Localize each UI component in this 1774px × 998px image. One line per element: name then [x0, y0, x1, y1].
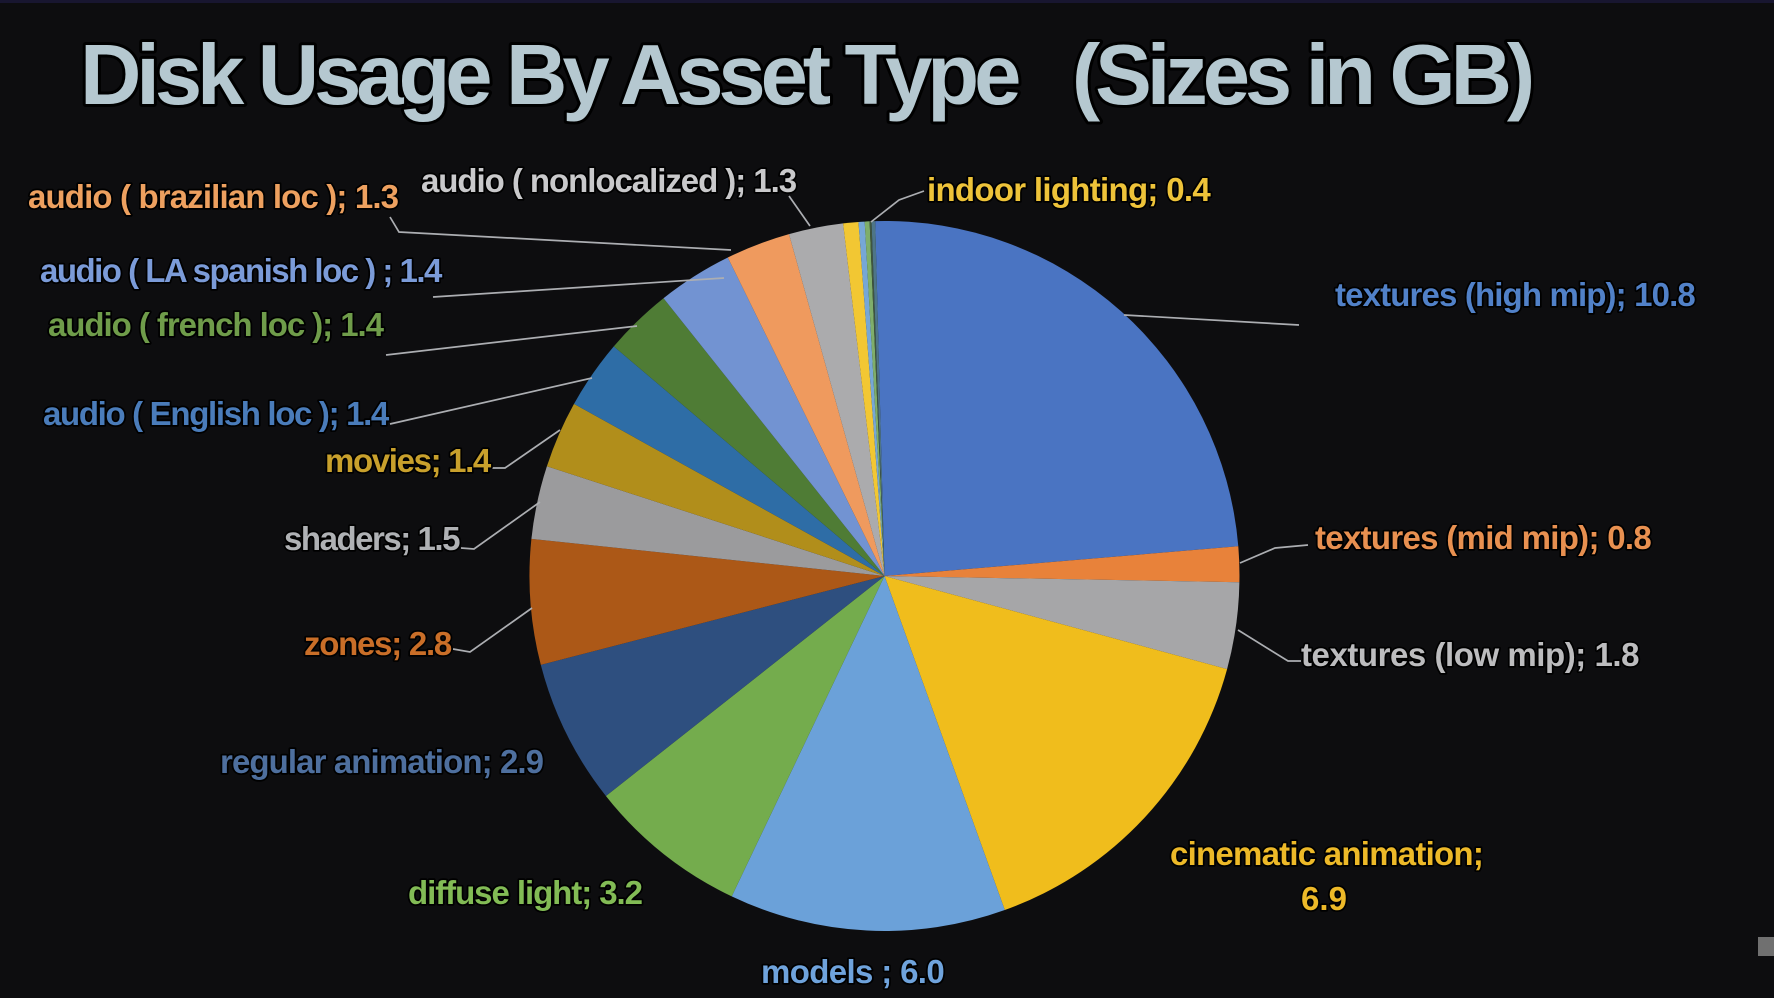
svg-text:audio ( french loc ); 1.4: audio ( french loc ); 1.4 [48, 306, 385, 343]
svg-text:6.9: 6.9 [1301, 880, 1347, 917]
svg-text:cinematic animation;: cinematic animation; [1170, 835, 1483, 872]
svg-text:diffuse light; 3.2: diffuse light; 3.2 [408, 874, 643, 911]
svg-text:textures (high mip); 10.8: textures (high mip); 10.8 [1335, 276, 1695, 313]
svg-text:audio ( brazilian loc ); 1.3: audio ( brazilian loc ); 1.3 [28, 178, 399, 215]
svg-text:textures (low mip); 1.8: textures (low mip); 1.8 [1301, 636, 1639, 673]
svg-text:zones; 2.8: zones; 2.8 [304, 625, 452, 662]
svg-text:textures (mid mip); 0.8: textures (mid mip); 0.8 [1315, 519, 1651, 556]
svg-text:audio ( LA spanish loc ) ; 1.4: audio ( LA spanish loc ) ; 1.4 [40, 252, 443, 289]
svg-text:indoor lighting; 0.4: indoor lighting; 0.4 [927, 171, 1211, 208]
svg-text:models ; 6.0: models ; 6.0 [761, 953, 944, 990]
svg-text:Disk Usage By Asset Type (Si: Disk Usage By Asset Type (Sizes in GB) [80, 28, 1532, 123]
svg-text:shaders; 1.5: shaders; 1.5 [284, 520, 460, 557]
svg-text:audio ( English loc ); 1.4: audio ( English loc ); 1.4 [43, 395, 390, 432]
svg-text:movies; 1.4: movies; 1.4 [325, 442, 492, 479]
svg-text:audio ( nonlocalized ); 1.3: audio ( nonlocalized ); 1.3 [421, 162, 797, 199]
svg-text:regular animation; 2.9: regular animation; 2.9 [220, 743, 544, 780]
